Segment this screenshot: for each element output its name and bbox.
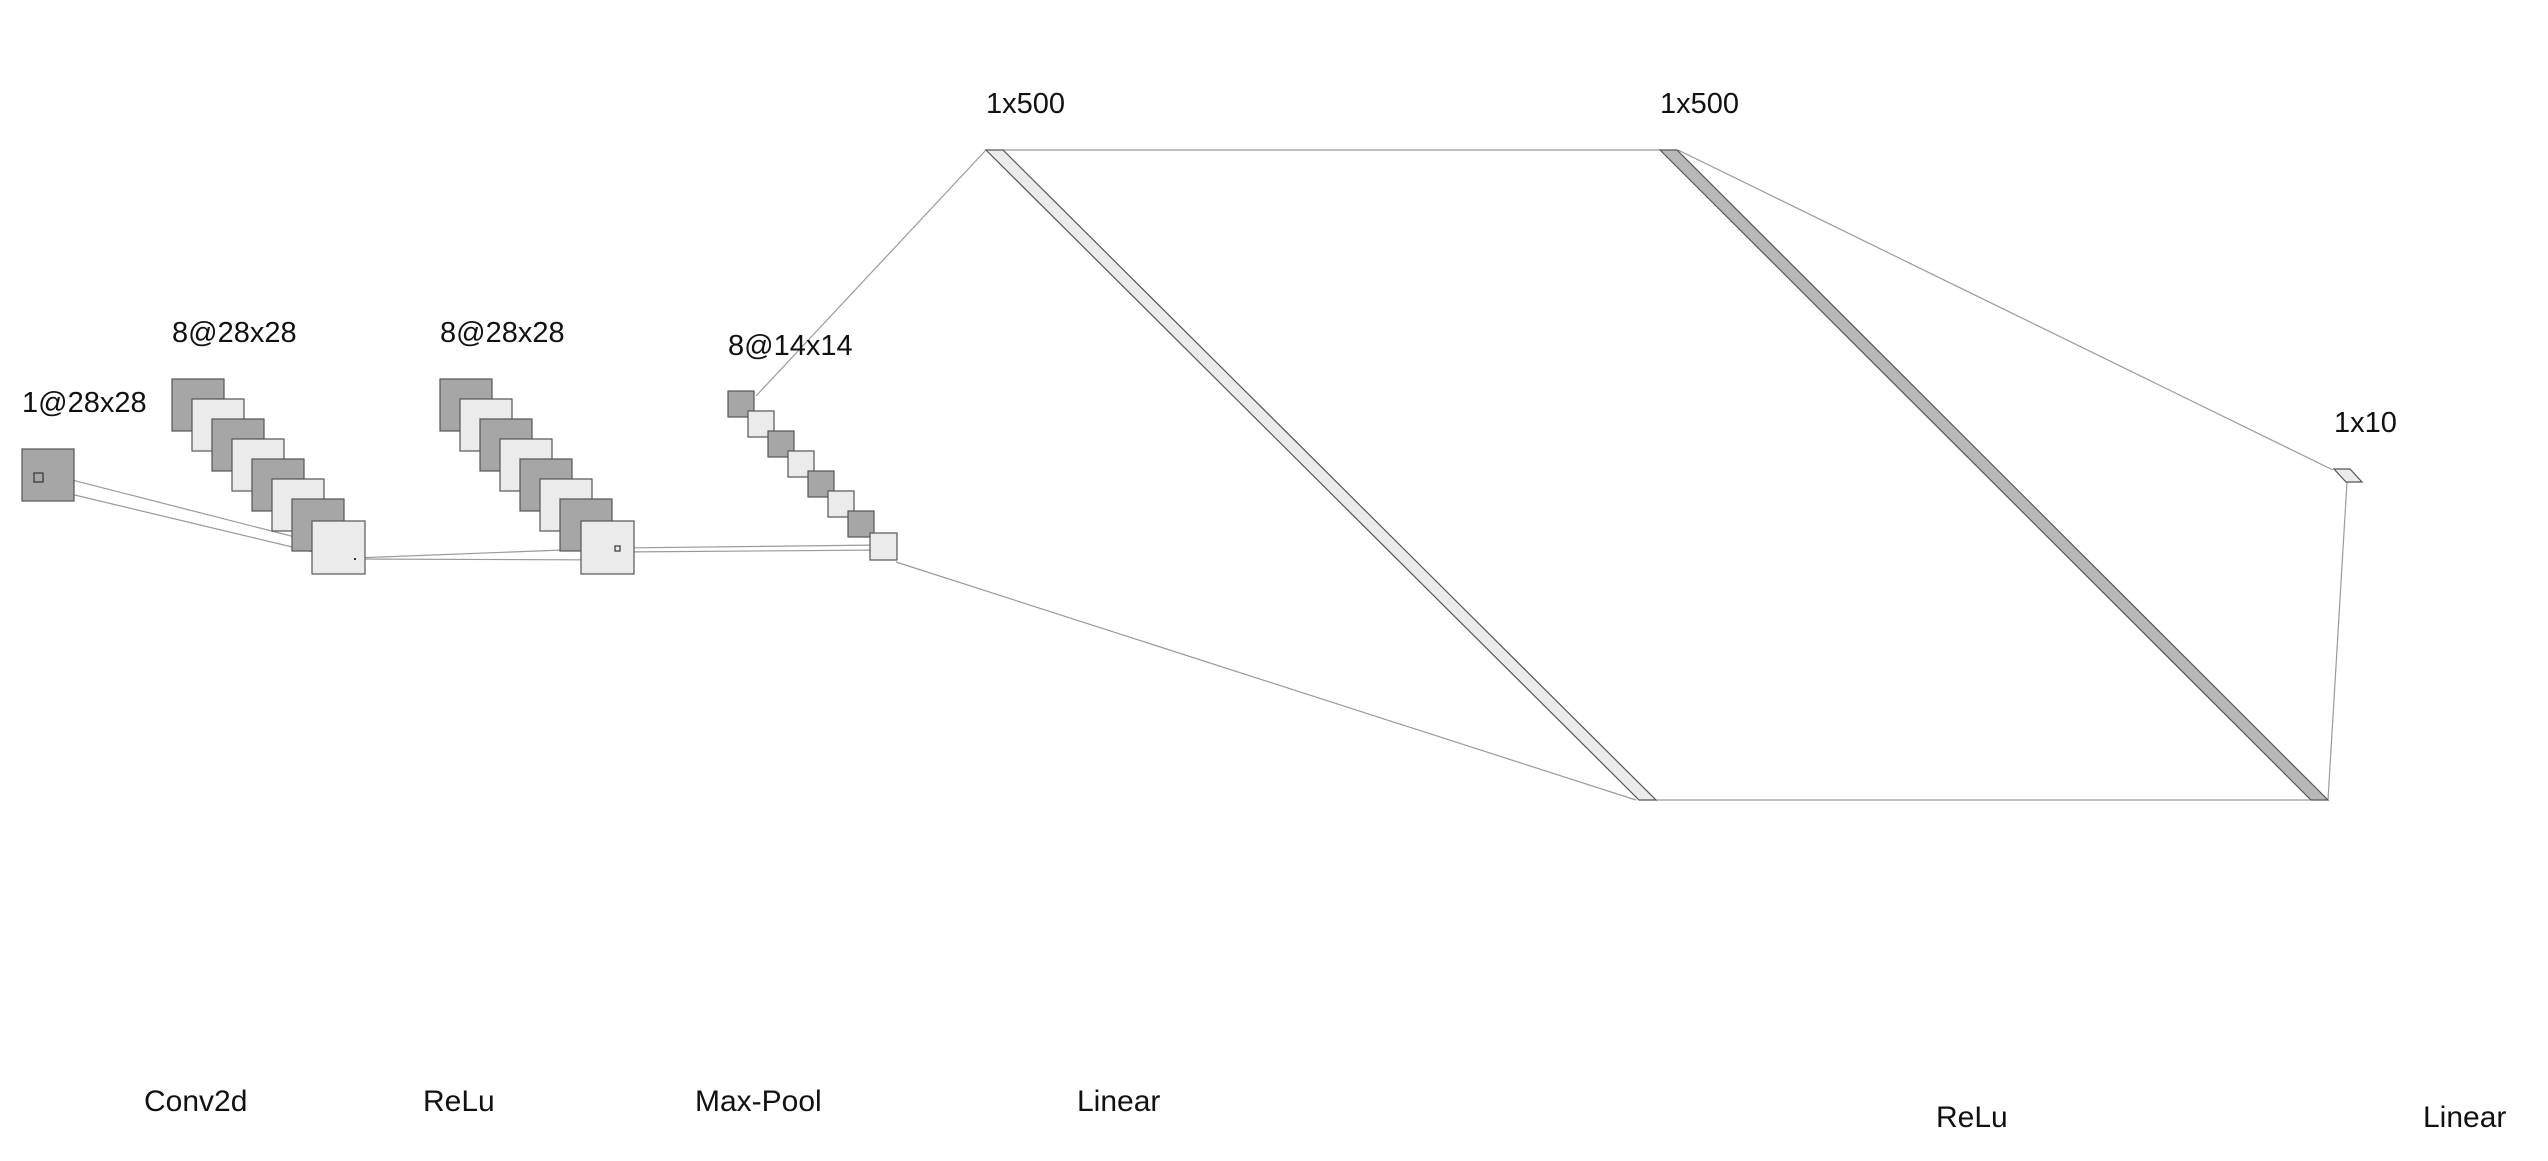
relu-pool-window: [614, 545, 621, 552]
layer-dims-label: 8@28x28: [172, 317, 297, 349]
connector-lines: [32, 149, 2348, 801]
operation-label-maxpool: Max-Pool: [695, 1085, 822, 1118]
connector-relu-to-pool-top: [617, 544, 881, 549]
connector-relu-to-pool-bottom: [617, 549, 889, 553]
conv-feature-map: [311, 520, 366, 575]
dimension-labels: 1@28x28 8@28x28 8@28x28 8@14x14 1x500 1x…: [22, 88, 2397, 439]
connector-pool-to-fc1-bottom: [895, 561, 1637, 801]
output-neuron-vector: [2332, 468, 2364, 483]
operation-labels: Conv2d ReLu Max-Pool Linear ReLu Linear: [144, 1085, 2506, 1134]
pool-feature-map: [827, 490, 855, 518]
connector-pool-to-fc1-top: [755, 149, 987, 397]
layer-dims-label: 1@28x28: [22, 387, 147, 419]
connector-conv-to-relu-lower: [354, 558, 626, 561]
layer-dims-label: 1x500: [1660, 88, 1739, 120]
layer-pool: [727, 390, 898, 561]
conv-output-pixel: [354, 558, 356, 560]
layer-dims-label: 1x500: [986, 88, 1065, 120]
operation-label-relu: ReLu: [1936, 1101, 2008, 1134]
layer-relu: [439, 378, 635, 575]
layer-fc1: [984, 149, 1658, 801]
layer-fc2: [1658, 149, 2330, 801]
layer-output: [2332, 468, 2364, 483]
fc2-neuron-vector: [1658, 149, 2330, 801]
layer-conv: [171, 378, 366, 575]
operation-label-relu: ReLu: [423, 1085, 495, 1118]
connector-fc2-to-out-bottom: [2327, 481, 2348, 801]
relu-feature-map: [580, 520, 635, 575]
layer-input: [21, 448, 75, 502]
connector-input-to-conv-top: [32, 469, 331, 547]
input-feature-map: [21, 448, 75, 502]
operation-label-linear: Linear: [1077, 1085, 1160, 1118]
connector-fc2-to-out-top: [1677, 149, 2334, 471]
layer-dims-label: 8@14x14: [728, 330, 853, 362]
fc1-neuron-vector: [984, 149, 1658, 801]
operation-label-conv2d: Conv2d: [144, 1085, 247, 1118]
operation-label-linear: Linear: [2423, 1101, 2506, 1134]
layer-dims-label: 1x10: [2334, 407, 2397, 439]
input-kernel-window: [33, 472, 44, 483]
pool-feature-map: [869, 532, 898, 561]
connector-input-to-conv-bottom: [32, 484, 331, 557]
layer-dims-label: 8@28x28: [440, 317, 565, 349]
